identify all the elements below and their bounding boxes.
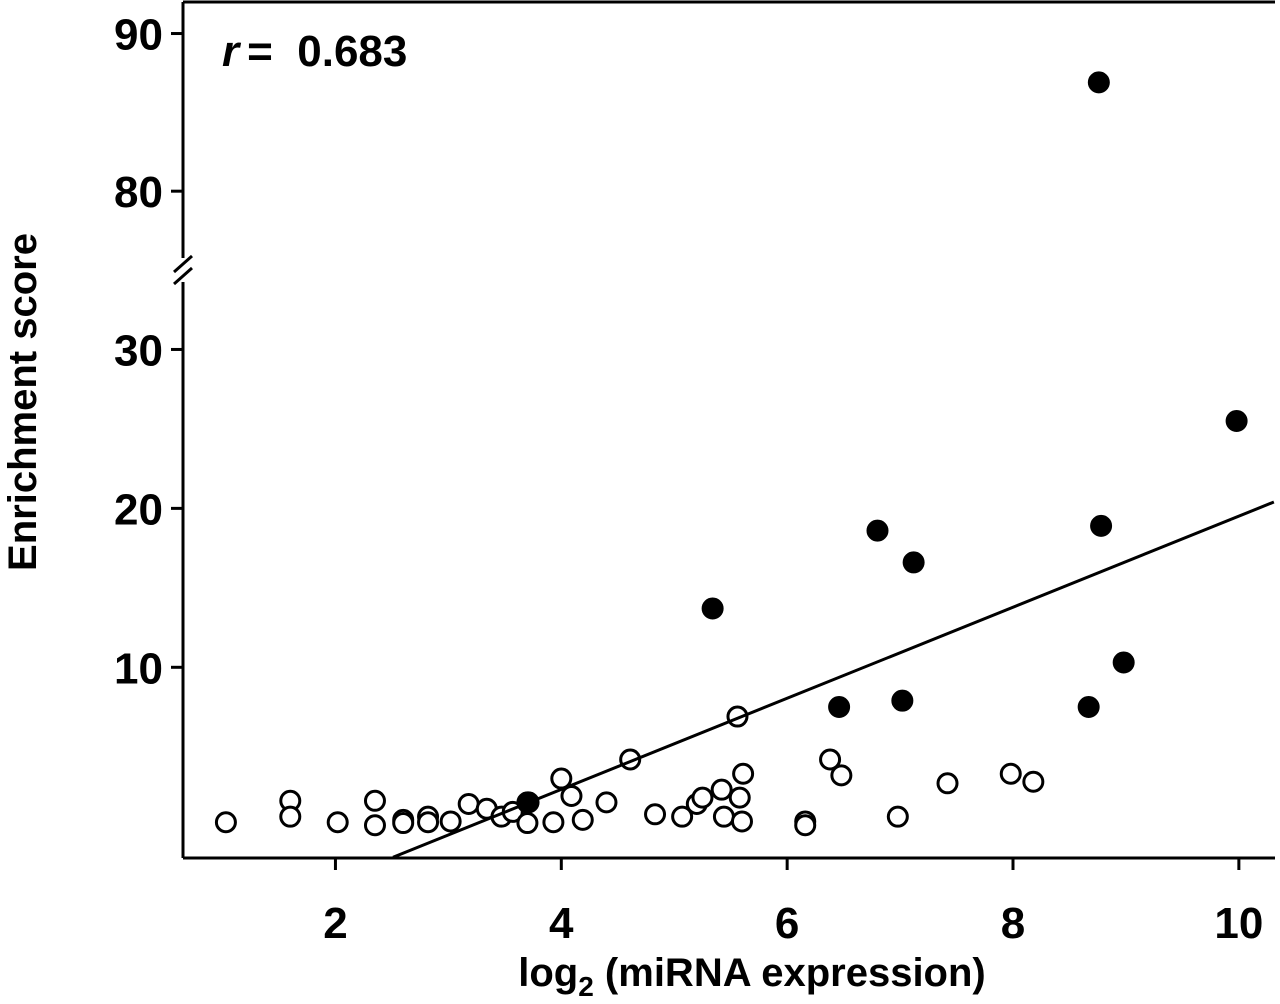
data-point bbox=[866, 519, 889, 542]
data-point bbox=[999, 762, 1022, 785]
y-tick-label: 10 bbox=[114, 644, 163, 693]
data-point bbox=[457, 792, 480, 815]
data-point bbox=[830, 764, 853, 787]
x-tick-label: 8 bbox=[1001, 899, 1025, 948]
data-point bbox=[516, 812, 539, 835]
data-point bbox=[794, 814, 817, 837]
x-axis-label: log2 (miRNA expression) bbox=[518, 951, 986, 1002]
data-point bbox=[1090, 514, 1113, 537]
data-point bbox=[571, 808, 594, 831]
data-point bbox=[214, 811, 237, 834]
data-point bbox=[710, 778, 733, 801]
data-point bbox=[363, 789, 386, 812]
y-tick-label: 80 bbox=[114, 168, 163, 217]
data-point bbox=[819, 748, 842, 771]
data-point bbox=[363, 814, 386, 837]
data-point bbox=[392, 812, 415, 835]
y-tick-label: 30 bbox=[114, 326, 163, 375]
axis-break bbox=[173, 266, 193, 286]
data-point bbox=[1087, 71, 1110, 94]
data-point bbox=[279, 805, 302, 828]
x-label-main: log bbox=[518, 951, 578, 995]
data-point bbox=[886, 805, 909, 828]
data-point bbox=[730, 810, 753, 833]
data-point bbox=[936, 772, 959, 795]
data-point bbox=[902, 551, 925, 574]
data-point bbox=[712, 805, 735, 828]
data-point bbox=[701, 597, 724, 620]
data-point bbox=[439, 810, 462, 833]
trend-line bbox=[392, 500, 1275, 859]
data-point bbox=[595, 791, 618, 814]
data-point bbox=[671, 805, 694, 828]
data-point bbox=[728, 786, 751, 809]
annotation-text: = 0.683 bbox=[247, 27, 407, 76]
data-point bbox=[1077, 696, 1100, 719]
data-point bbox=[1022, 770, 1045, 793]
data-point bbox=[326, 811, 349, 834]
annotation-symbol: r bbox=[222, 27, 242, 76]
data-point bbox=[1225, 409, 1248, 432]
data-point bbox=[1112, 651, 1135, 674]
x-label-sub: 2 bbox=[578, 971, 594, 1002]
axis-break bbox=[173, 254, 193, 274]
y-axis-label: Enrichment score bbox=[1, 233, 45, 571]
y-tick-label: 20 bbox=[114, 485, 163, 534]
y-tick-label: 90 bbox=[114, 11, 163, 60]
data-point bbox=[732, 762, 755, 785]
x-tick-label: 4 bbox=[549, 899, 574, 948]
data-point bbox=[542, 811, 565, 834]
x-label-rest: (miRNA expression) bbox=[594, 951, 986, 995]
annotation: r = 0.683 bbox=[222, 27, 407, 76]
x-tick-label: 2 bbox=[323, 899, 347, 948]
data-point bbox=[691, 786, 714, 809]
data-point bbox=[644, 803, 667, 826]
x-tick-label: 6 bbox=[775, 899, 799, 948]
data-point bbox=[828, 696, 851, 719]
data-point bbox=[891, 689, 914, 712]
data-point bbox=[417, 811, 440, 834]
x-tick-label: 10 bbox=[1214, 899, 1263, 948]
